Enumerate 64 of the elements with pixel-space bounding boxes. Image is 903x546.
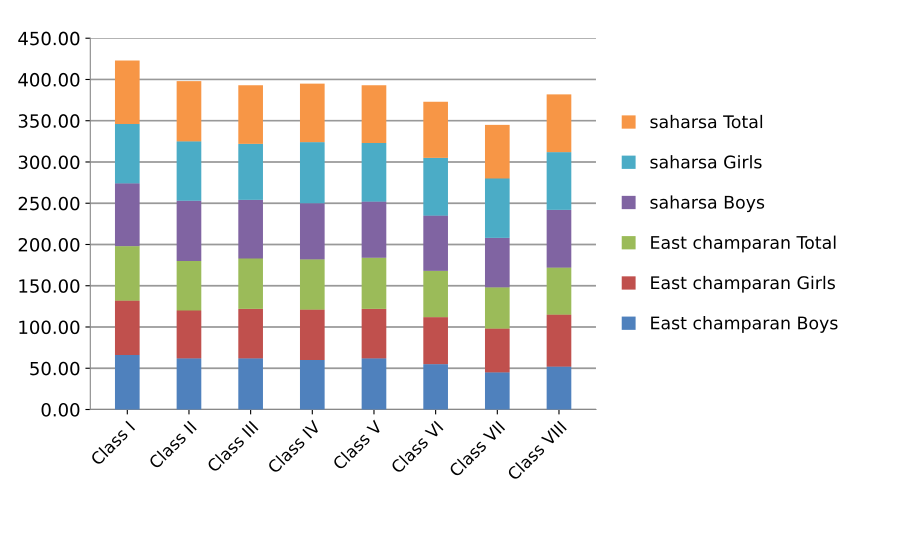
bar bbox=[546, 314, 572, 367]
bar bbox=[484, 238, 510, 288]
bar bbox=[423, 317, 448, 364]
y-tick-label: 250.00 bbox=[18, 196, 80, 210]
bar bbox=[300, 84, 325, 142]
y-tick-label: 100.00 bbox=[19, 320, 80, 334]
bar bbox=[176, 200, 202, 261]
legend-label: saharsa Boys bbox=[650, 195, 764, 212]
y-tick-label: 200.00 bbox=[18, 238, 80, 252]
bar bbox=[176, 310, 202, 358]
bar bbox=[114, 183, 140, 246]
y-tick-label: 450.00 bbox=[18, 32, 80, 46]
bar bbox=[300, 360, 325, 410]
bar bbox=[484, 178, 510, 238]
legend-label: saharsa Total bbox=[650, 114, 762, 128]
bar bbox=[484, 372, 510, 410]
y-tick-label: 350.00 bbox=[18, 114, 80, 128]
bar bbox=[238, 308, 263, 358]
bar bbox=[546, 94, 572, 152]
bar bbox=[300, 259, 325, 310]
y-tick-label: 50.00 bbox=[30, 362, 80, 376]
bar bbox=[176, 141, 202, 201]
bar bbox=[362, 143, 386, 202]
bar bbox=[176, 260, 202, 310]
y-tick-label: 150.00 bbox=[19, 279, 80, 293]
bar bbox=[362, 308, 386, 358]
bar bbox=[238, 144, 263, 200]
y-tick-label: 300.00 bbox=[18, 155, 80, 170]
bar bbox=[114, 246, 140, 301]
bar bbox=[176, 358, 202, 410]
bar bbox=[423, 270, 448, 318]
legend-label: saharsa Girls bbox=[650, 155, 762, 169]
bar bbox=[546, 268, 572, 315]
bar bbox=[300, 142, 325, 204]
bar bbox=[238, 85, 263, 144]
legend-label: East champaran Girls bbox=[651, 276, 835, 293]
bar bbox=[423, 216, 448, 271]
legend-label: East champaran Boys bbox=[651, 316, 838, 333]
bar bbox=[238, 258, 263, 309]
bar bbox=[238, 200, 263, 259]
bar bbox=[423, 102, 448, 158]
bar bbox=[362, 358, 386, 410]
bar bbox=[484, 287, 510, 329]
bar bbox=[300, 203, 325, 260]
bar bbox=[114, 355, 140, 410]
legend-label: East champaran Total bbox=[651, 236, 836, 252]
bar bbox=[362, 258, 386, 309]
bar bbox=[362, 85, 386, 144]
bar bbox=[114, 300, 140, 356]
bar bbox=[546, 210, 572, 268]
bar bbox=[300, 310, 325, 360]
y-tick-label: 0.00 bbox=[42, 402, 80, 417]
bar bbox=[114, 124, 140, 184]
bar bbox=[176, 81, 202, 142]
bar bbox=[423, 364, 448, 410]
y-tick-label: 400.00 bbox=[18, 72, 80, 87]
bar bbox=[423, 158, 448, 216]
bar bbox=[114, 60, 140, 124]
bar bbox=[484, 124, 510, 178]
bar bbox=[484, 328, 510, 372]
bar bbox=[238, 358, 263, 410]
bar bbox=[362, 202, 386, 258]
bar bbox=[546, 366, 572, 410]
bar bbox=[546, 152, 572, 210]
